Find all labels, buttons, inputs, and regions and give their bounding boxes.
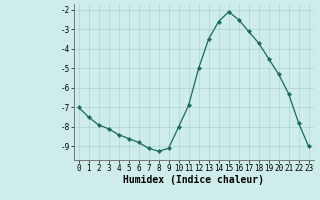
- X-axis label: Humidex (Indice chaleur): Humidex (Indice chaleur): [123, 175, 264, 185]
